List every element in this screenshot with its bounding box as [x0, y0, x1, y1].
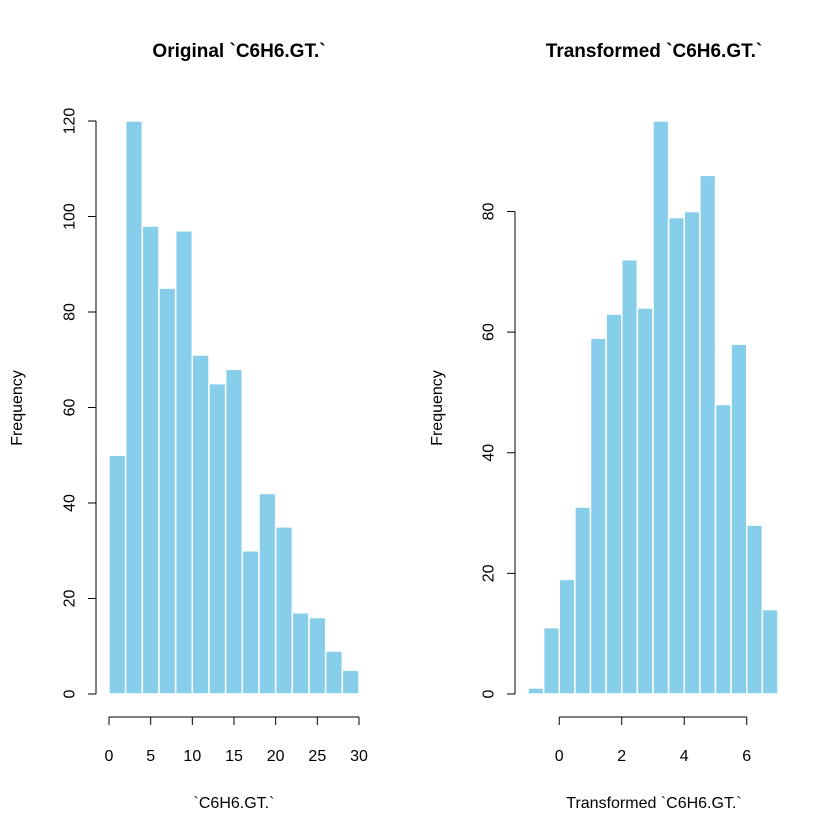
original-bar-6: [208, 382, 227, 695]
original-bar-4: [174, 230, 194, 695]
transformed-y-tick-label-1: 20: [481, 564, 498, 582]
original-y-tick-label-6: 120: [62, 108, 79, 135]
transformed-chart-title: Transformed `C6H6.GT.`: [546, 41, 762, 62]
original-x-tick-label-2: 10: [183, 748, 201, 765]
transformed-bar-0: [527, 687, 545, 695]
original-x-tick-label-0: 0: [105, 748, 114, 765]
original-x-tick-label-1: 5: [146, 748, 155, 765]
original-x-tick-label-3: 15: [225, 748, 243, 765]
transformed-bar-15: [761, 608, 779, 695]
original-bar-3: [158, 287, 177, 695]
transformed-y-tick-label-0: 0: [481, 689, 498, 698]
transformed-y-tick-label-2: 40: [481, 444, 498, 462]
original-bar-14: [341, 669, 360, 695]
transformed-bar-2: [558, 578, 576, 695]
transformed-bar-1: [542, 626, 560, 695]
transformed-bar-3: [574, 506, 592, 695]
transformed-bar-14: [746, 524, 764, 695]
original-x-tick-label-5: 25: [308, 748, 326, 765]
original-bar-2: [141, 225, 160, 695]
original-y-tick-label-0: 0: [62, 689, 79, 698]
transformed-bar-7: [636, 307, 654, 695]
transformed-x-axis-label: Transformed `C6H6.GT.`: [566, 795, 741, 812]
original-chart-title: Original `C6H6.GT.`: [152, 41, 325, 62]
transformed-x-tick-label-0: 0: [555, 748, 564, 765]
original-x-tick-label-4: 20: [267, 748, 285, 765]
original-y-axis: 0 20 40 60 80 100 120: [62, 108, 97, 698]
original-bar-13: [324, 650, 344, 695]
transformed-bar-6: [621, 258, 639, 695]
transformed-bar-11: [699, 174, 717, 695]
original-bar-11: [291, 612, 310, 695]
original-x-axis: 0 5 10 15 20 25 30: [105, 716, 368, 765]
original-y-tick-label-5: 100: [62, 203, 79, 230]
transformed-bar-4: [589, 337, 607, 695]
transformed-y-axis: 0 20 40 60 80: [481, 202, 516, 698]
transformed-histogram-panel: Transformed `C6H6.GT.` Transformed `C6H6…: [429, 41, 779, 812]
transformed-bar-9: [667, 216, 685, 695]
original-bar-12: [308, 616, 327, 695]
transformed-bar-5: [605, 313, 623, 695]
original-bar-8: [241, 550, 260, 695]
original-x-axis-label: `C6H6.GT.`: [194, 795, 275, 812]
original-y-tick-label-1: 20: [62, 590, 79, 608]
original-histogram-panel: Original `C6H6.GT.` `C6H6.GT.` Frequency…: [9, 41, 368, 812]
original-bar-5: [191, 354, 210, 695]
original-bar-1: [124, 120, 144, 695]
original-bar-7: [224, 368, 244, 695]
transformed-y-axis-label: Frequency: [429, 370, 446, 446]
original-x-tick-label-6: 30: [350, 748, 368, 765]
transformed-x-tick-label-3: 6: [742, 748, 751, 765]
transformed-y-tick-label-4: 80: [481, 202, 498, 220]
original-y-tick-label-2: 40: [62, 494, 79, 512]
original-bar-10: [274, 526, 294, 695]
original-bar-0: [108, 454, 127, 695]
transformed-y-tick-label-3: 60: [481, 323, 498, 341]
transformed-bars: [527, 120, 779, 695]
transformed-bar-10: [683, 210, 701, 695]
original-bars: [108, 120, 360, 695]
transformed-bar-13: [730, 343, 748, 695]
transformed-x-tick-label-1: 2: [617, 748, 626, 765]
transformed-x-axis: 0 2 4 6: [555, 716, 751, 765]
original-bar-9: [258, 492, 277, 695]
original-y-axis-label: Frequency: [9, 370, 26, 446]
transformed-x-tick-label-2: 4: [680, 748, 689, 765]
transformed-bar-8: [652, 120, 670, 695]
transformed-bar-12: [714, 403, 732, 695]
original-y-tick-label-4: 80: [62, 303, 79, 321]
original-y-tick-label-3: 60: [62, 399, 79, 417]
